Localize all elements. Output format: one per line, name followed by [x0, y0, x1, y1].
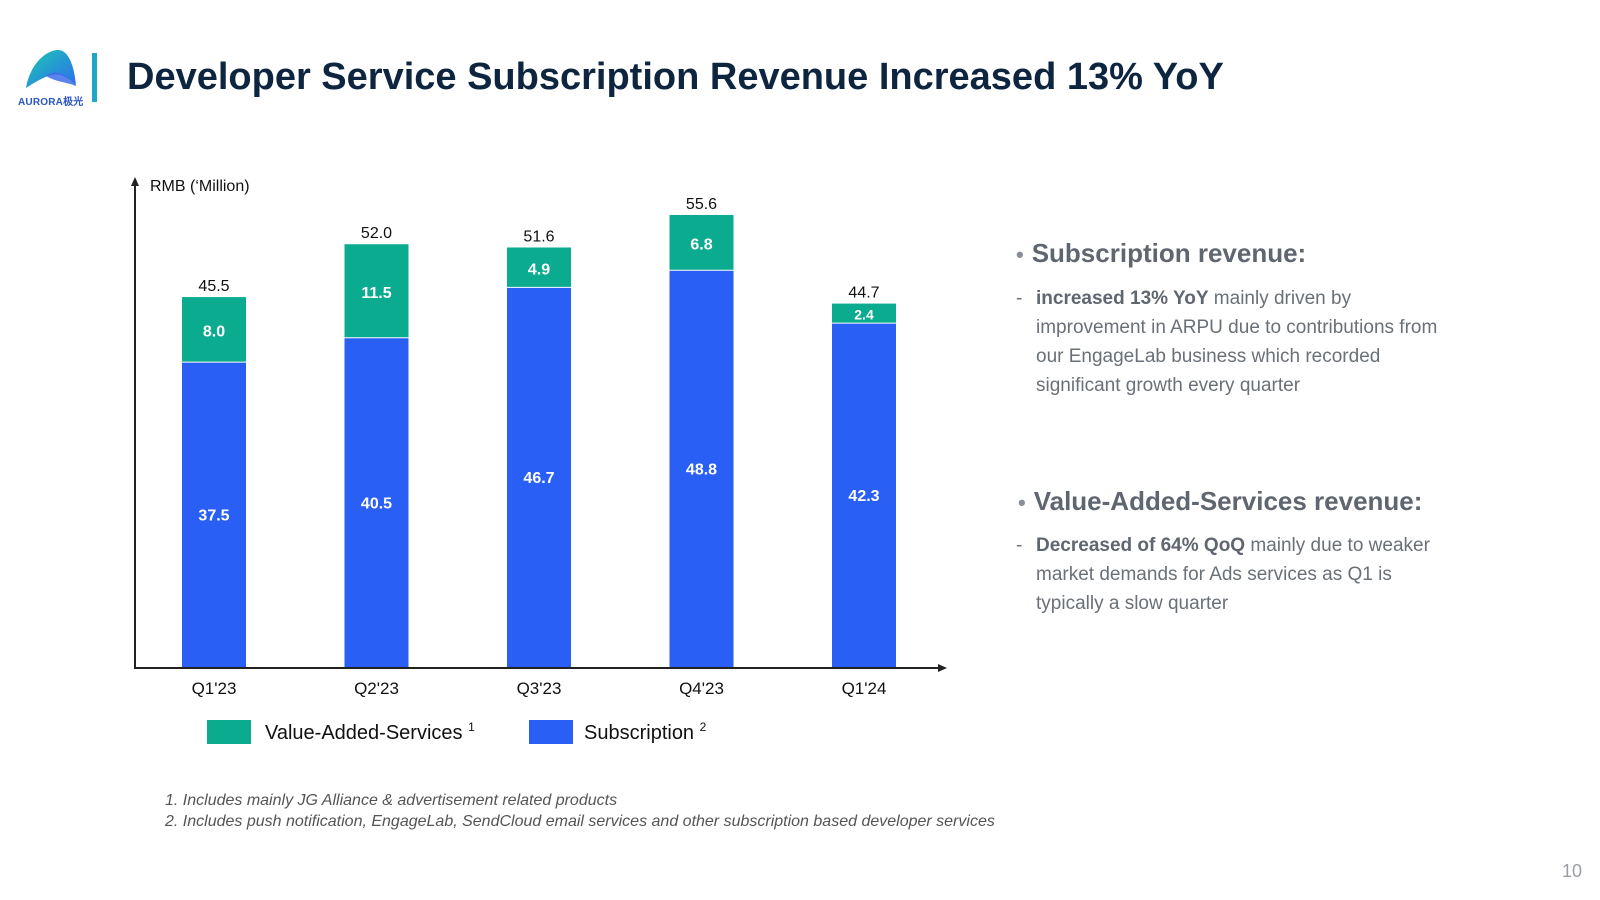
bar-subscription-0	[182, 362, 246, 667]
bar-label-vas-2: 4.9	[528, 261, 550, 278]
bullet-dot: •	[1018, 490, 1026, 515]
y-axis-arrow	[131, 177, 139, 186]
x-tick-label-2: Q3'23	[517, 679, 562, 698]
legend-subscription-note: 2	[699, 720, 707, 734]
x-tick-label-3: Q4'23	[679, 679, 724, 698]
chart-bars: 37.5 8.0 45.5 Q1'23 40.5 11.5 52.0 Q2'23 46.7 4.9…	[182, 196, 896, 698]
footnote-2: 2. Includes push notification, EngageLab…	[165, 813, 995, 830]
bar-vas-4	[832, 303, 896, 324]
revenue-chart: RMB (‘Million) 37.5 8.0 45.5 Q1'23 40.5 11.5 5…	[131, 177, 947, 698]
subscription-heading: • Subscription revenue:	[1016, 238, 1306, 269]
bar-subscription-2	[507, 287, 571, 667]
chart-legend: Value-Added-Services 1 Subscription 2	[0, 720, 760, 750]
subscription-highlight: increased 13% YoY	[1036, 288, 1209, 309]
bar-vas-0	[182, 297, 246, 363]
legend-subscription-label: Subscription 2	[584, 720, 707, 745]
bar-subscription-4	[832, 323, 896, 667]
vas-heading-text: Value-Added-Services revenue:	[1033, 486, 1423, 516]
legend-vas-label: Value-Added-Services 1	[265, 720, 475, 745]
x-tick-label-0: Q1'23	[192, 679, 237, 698]
x-tick-label-1: Q2'23	[354, 679, 399, 698]
dash-bullet: -	[1016, 288, 1023, 309]
title-accent-bar	[92, 53, 97, 102]
bar-vas-1	[344, 244, 409, 338]
dash-bullet: -	[1016, 535, 1023, 556]
chart-axes: RMB (‘Million)	[131, 177, 947, 672]
footnote-1: 1. Includes mainly JG Alliance & adverti…	[165, 792, 618, 809]
bullet-dot: •	[1016, 242, 1024, 267]
y-axis-label: RMB (‘Million)	[150, 178, 250, 195]
subscription-detail: - increased 13% YoY mainly driven by imp…	[1016, 284, 1456, 400]
vas-highlight: Decreased of 64% QoQ	[1036, 535, 1246, 556]
bar-label-subscription-2: 46.7	[523, 470, 554, 487]
vas-heading: • Value-Added-Services revenue:	[1018, 486, 1422, 517]
bar-total-label-0: 45.5	[198, 278, 229, 295]
bar-total-label-3: 55.6	[686, 196, 717, 213]
legend-subscription-text: Subscription	[584, 722, 695, 744]
subscription-heading-text: Subscription revenue:	[1031, 238, 1307, 268]
vas-detail: - Decreased of 64% QoQ mainly due to wea…	[1016, 531, 1456, 618]
footnotes: 1. Includes mainly JG Alliance & adverti…	[165, 790, 995, 832]
bar-label-vas-0: 8.0	[203, 324, 225, 341]
legend-vas-text: Value-Added-Services	[265, 722, 463, 744]
bar-subscription-3	[669, 270, 734, 667]
legend-subscription-swatch	[529, 720, 573, 744]
bar-label-subscription-3: 48.8	[686, 462, 717, 479]
bar-vas-2	[507, 247, 571, 288]
legend-vas-swatch	[207, 720, 251, 744]
bar-vas-3	[669, 214, 734, 271]
page-title: Developer Service Subscription Revenue I…	[127, 56, 1224, 98]
bar-total-label-1: 52.0	[361, 225, 392, 242]
bar-label-vas-1: 11.5	[361, 285, 391, 302]
legend-vas-note: 1	[468, 720, 475, 734]
x-axis-arrow	[938, 664, 947, 672]
logo-brand-text: AURORA极光	[18, 97, 84, 108]
bar-subscription-1	[344, 337, 409, 667]
page-number: 10	[1561, 861, 1582, 881]
bar-label-vas-4: 2.4	[854, 306, 874, 322]
subscription-text: mainly driven by improvement in ARPU due…	[1036, 288, 1438, 396]
bar-total-label-4: 44.7	[848, 285, 879, 302]
x-tick-label-4: Q1'24	[842, 679, 887, 698]
aurora-logo-icon	[26, 50, 76, 88]
bar-label-subscription-0: 37.5	[198, 508, 229, 525]
vas-text: mainly due to weaker market demands for …	[1036, 535, 1430, 614]
bar-label-vas-3: 6.8	[690, 237, 712, 254]
bar-label-subscription-4: 42.3	[848, 488, 879, 505]
bar-label-subscription-1: 40.5	[361, 495, 392, 512]
bar-total-label-2: 51.6	[523, 228, 554, 245]
